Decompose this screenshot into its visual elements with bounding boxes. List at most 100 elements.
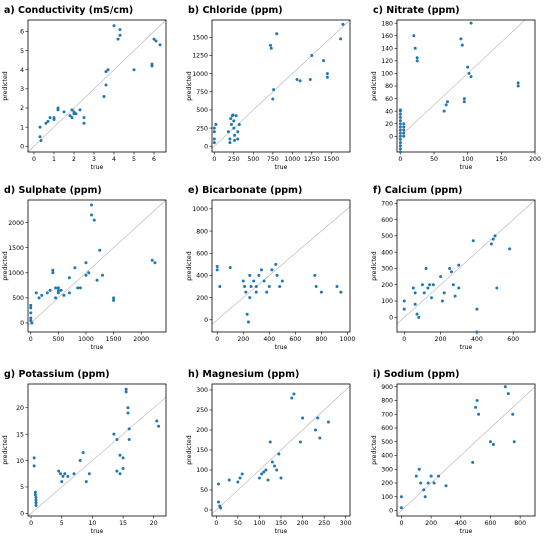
data-point xyxy=(295,77,299,81)
data-point xyxy=(228,137,232,141)
data-point xyxy=(82,116,86,120)
data-point xyxy=(467,71,471,75)
data-point xyxy=(44,121,48,125)
y-tick-label: 50 xyxy=(200,487,208,494)
data-point xyxy=(248,296,252,300)
data-point xyxy=(67,291,71,295)
x-axis-label: true xyxy=(91,528,104,535)
data-point xyxy=(398,115,402,119)
y-tick-label: 0 xyxy=(389,315,393,322)
y-tick-label: 4 xyxy=(20,67,24,74)
data-point xyxy=(271,97,275,101)
data-point xyxy=(243,285,247,289)
data-point xyxy=(319,290,323,294)
data-point xyxy=(244,290,248,294)
x-tick-label: 0 xyxy=(29,520,33,527)
y-tick-label: 80 xyxy=(385,83,393,90)
data-point xyxy=(29,306,33,310)
y-tick-label: 0 xyxy=(20,320,24,327)
data-point xyxy=(158,43,162,47)
data-point xyxy=(442,109,446,113)
data-point xyxy=(466,65,470,69)
data-point xyxy=(275,32,279,36)
y-axis-label: predicted xyxy=(186,435,193,464)
y-tick-label: 1500 xyxy=(8,245,24,252)
data-point xyxy=(398,141,402,145)
data-point xyxy=(451,283,455,287)
data-point xyxy=(402,122,406,126)
data-point xyxy=(237,122,241,126)
data-point xyxy=(275,468,279,472)
x-tick-label: 600 xyxy=(485,520,497,527)
x-tick-label: 1 xyxy=(52,156,56,163)
data-point xyxy=(34,503,38,507)
identity-line xyxy=(27,199,167,326)
y-tick-label: 6 xyxy=(20,29,24,36)
data-point xyxy=(126,411,130,415)
data-point xyxy=(413,302,417,306)
x-tick-label: 200 xyxy=(425,520,437,527)
x-tick-label: 5 xyxy=(60,520,64,527)
data-point xyxy=(87,271,91,275)
data-point xyxy=(236,480,240,484)
data-point xyxy=(439,275,443,279)
y-tick-label: 5 xyxy=(20,484,24,491)
data-point xyxy=(262,470,266,474)
y-tick-label: 250 xyxy=(196,125,208,132)
x-tick-label: 6 xyxy=(152,156,156,163)
data-point xyxy=(265,290,269,294)
data-point xyxy=(81,451,85,455)
x-tick-label: 4 xyxy=(112,156,116,163)
y-tick-label: 10 xyxy=(16,458,24,465)
data-point xyxy=(264,468,268,472)
y-tick-label: 140 xyxy=(381,45,393,52)
x-tick-label: 200 xyxy=(435,336,447,343)
y-tick-label: 1000 xyxy=(192,71,208,78)
data-point xyxy=(398,144,402,148)
data-point xyxy=(54,296,58,300)
data-point xyxy=(78,286,82,290)
data-point xyxy=(82,121,86,125)
data-point xyxy=(157,424,161,428)
data-point xyxy=(495,286,499,290)
data-point xyxy=(326,420,330,424)
x-tick-label: 500 xyxy=(52,336,64,343)
y-tick-label: 3 xyxy=(20,86,24,93)
data-point xyxy=(469,21,473,25)
y-tick-label: 100 xyxy=(381,298,393,305)
data-point xyxy=(48,288,52,292)
data-point xyxy=(310,54,314,58)
y-tick-label: 1000 xyxy=(8,270,24,277)
y-tick-label: 700 xyxy=(381,411,393,418)
y-tick-label: 0 xyxy=(204,507,208,514)
y-tick-label: 600 xyxy=(381,217,393,224)
data-point xyxy=(45,291,49,295)
subplot-5: f) Calcium (ppm) 0 200 400 600 0 100 200 300 400 5… xyxy=(371,185,536,351)
y-axis-label: predicted xyxy=(2,435,9,464)
y-tick-label: 500 xyxy=(381,439,393,446)
data-point xyxy=(471,239,475,243)
data-point xyxy=(34,498,38,502)
y-tick-label: 700 xyxy=(381,200,393,207)
x-tick-label: 200 xyxy=(237,336,249,343)
y-tick-label: 1250 xyxy=(192,53,208,60)
data-point xyxy=(118,453,122,457)
data-point xyxy=(74,112,78,116)
data-point xyxy=(46,119,50,123)
x-tick-label: 400 xyxy=(455,520,467,527)
x-tick-label: 250 xyxy=(228,156,240,163)
data-point xyxy=(33,493,37,497)
subplot-2: c) Nitrate (ppm) 0 50 100 150 200 0 20 40 60 80 100… xyxy=(371,5,541,171)
data-point xyxy=(228,141,232,145)
data-point xyxy=(51,268,55,272)
x-tick-label: 3 xyxy=(92,156,96,163)
data-point xyxy=(266,478,270,482)
data-point xyxy=(417,315,421,319)
data-point xyxy=(274,262,278,266)
data-point xyxy=(325,72,329,76)
data-point xyxy=(257,476,261,480)
y-tick-label: 15 xyxy=(16,431,24,438)
x-tick-label: 0 xyxy=(29,336,33,343)
data-point xyxy=(413,46,417,50)
